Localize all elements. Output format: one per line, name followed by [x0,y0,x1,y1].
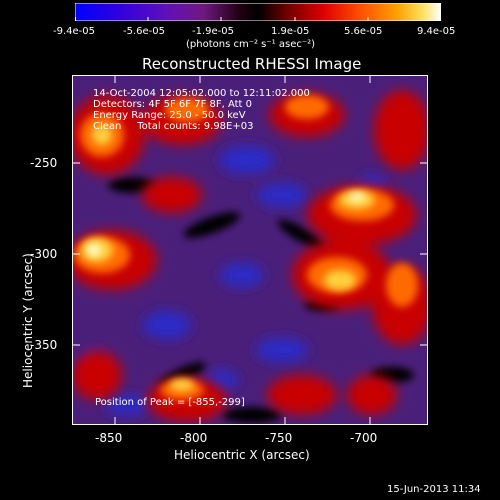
y-tick-label-1: -250 [30,156,58,170]
x-tick-label-2: -800 [180,431,208,445]
colorbar-tick-4: 1.9e-05 [271,26,310,37]
detectors-text: Detectors: 4F 5F 6F 7F 8F, Att 0 [93,99,253,110]
clean-counts-text: Clean Total counts: 9.98E+03 [93,121,254,132]
plot-frame [72,75,428,425]
colorbar-unit-label: (photons cm⁻² s⁻¹ asec⁻²) [186,39,316,50]
y-axis-label: Heliocentric Y (arcsec) [21,253,35,388]
energy-range-text: Energy Range: 25.0 - 50.0 keV [93,110,246,121]
colorbar-tick-2: -5.6e-05 [123,26,165,37]
colorbar [75,3,441,21]
x-tick-label-1: -850 [95,431,123,445]
peak-position-text: Position of Peak = [-855,-299] [95,397,245,408]
y-ticks [72,162,428,346]
x-axis-label: Heliocentric X (arcsec) [174,448,310,462]
peak-regions [87,193,365,256]
colorbar-tick-3: -1.9e-05 [192,26,234,37]
x-tick-label-3: -750 [265,431,293,445]
image-title: Reconstructed RHESSI Image [142,55,362,73]
colorbar-tick-1: -9.4e-05 [53,26,95,37]
y-tick-label-2: -300 [30,247,58,261]
x-ticks [114,75,371,425]
rhessi-image [72,75,428,425]
time-range-text: 14-Oct-2004 12:05:02.000 to 12:11:02.000 [93,88,310,99]
y-tick-label-3: -350 [30,338,58,352]
colorbar-tick-5: 5.6e-05 [344,26,383,37]
timestamp: 15-Jun-2013 11:34 [387,484,481,495]
colorbar-tick-6: 9.4e-05 [417,26,456,37]
x-tick-label-4: -700 [350,431,378,445]
